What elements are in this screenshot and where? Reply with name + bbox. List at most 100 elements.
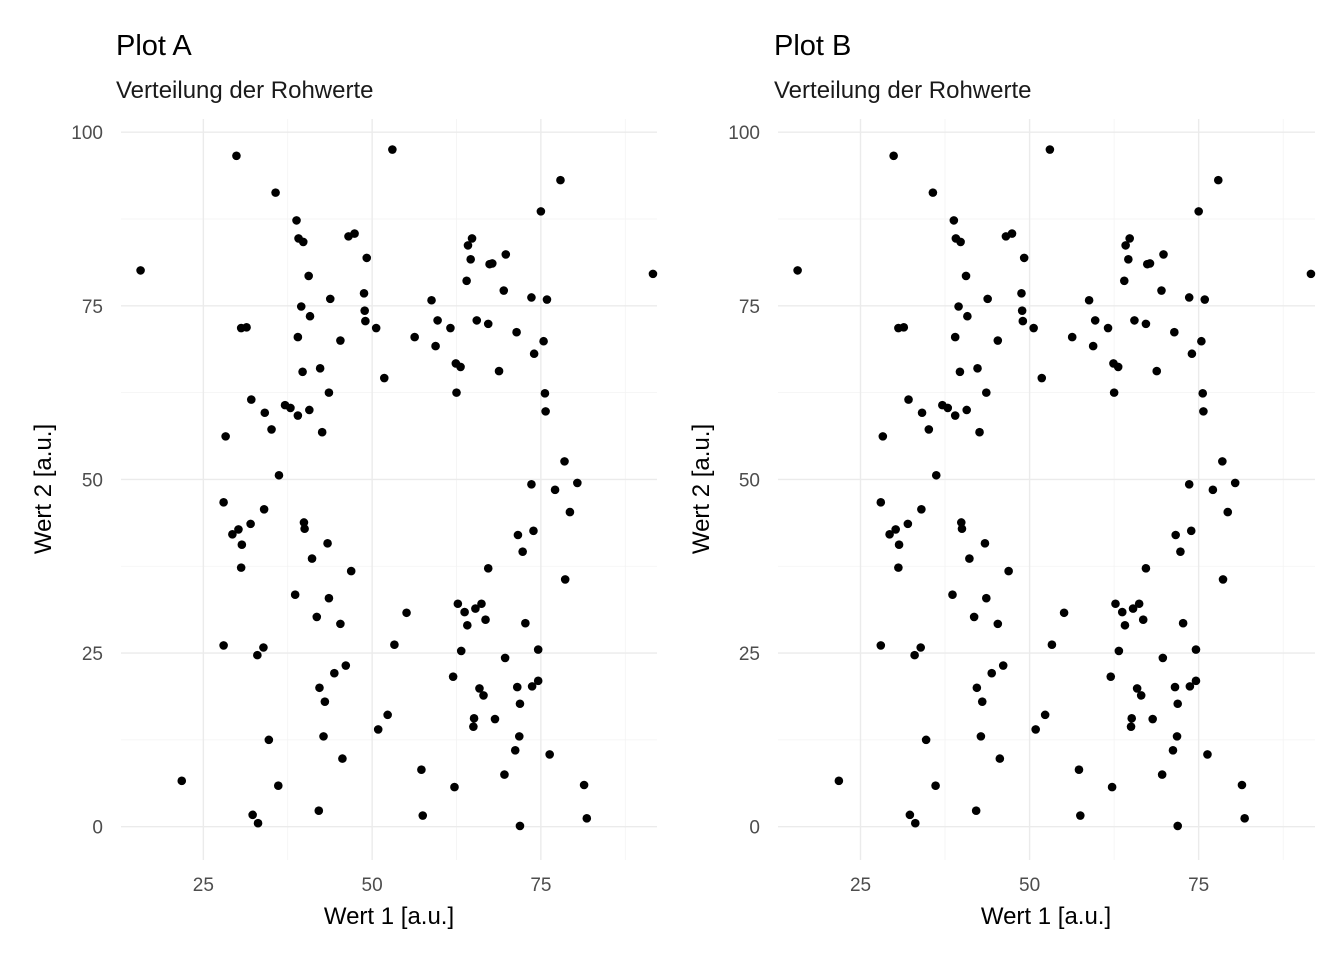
data-point <box>324 388 334 397</box>
data-point <box>410 332 419 342</box>
data-point <box>1019 253 1029 263</box>
data-point <box>490 714 500 724</box>
data-point <box>957 524 967 534</box>
data-point <box>341 661 351 670</box>
data-point <box>1184 293 1194 302</box>
plot-area: 25 50 75 0 25 50 75 100 <box>71 119 658 896</box>
data-point <box>487 259 497 268</box>
data-point <box>298 367 307 377</box>
x-tick-label: 50 <box>1019 875 1040 896</box>
data-point <box>336 336 345 345</box>
data-point <box>550 485 560 495</box>
data-point <box>338 754 347 763</box>
data-point <box>305 405 314 415</box>
data-point <box>1076 811 1085 820</box>
y-axis-title: Wert 2 [a.u.] <box>688 424 715 554</box>
data-point <box>1017 289 1026 298</box>
data-point <box>910 650 919 660</box>
data-point <box>1125 234 1134 243</box>
data-point <box>1109 388 1119 397</box>
data-point <box>983 294 992 304</box>
data-point <box>928 188 938 197</box>
data-point <box>253 818 263 828</box>
data-point <box>359 289 369 298</box>
data-point <box>463 241 473 250</box>
data-point <box>1159 250 1168 259</box>
data-point <box>1208 485 1218 495</box>
data-point <box>467 234 477 243</box>
data-point <box>1107 782 1117 792</box>
data-point <box>963 311 972 321</box>
data-point <box>878 432 888 441</box>
data-point <box>1172 732 1182 741</box>
data-point <box>1168 745 1178 755</box>
data-point <box>319 732 328 741</box>
data-point <box>1121 241 1130 250</box>
data-point <box>1203 750 1212 759</box>
data-point <box>450 782 459 792</box>
data-point <box>793 266 802 275</box>
data-point <box>417 765 426 775</box>
data-point <box>466 254 475 264</box>
data-point <box>1074 765 1084 775</box>
data-point <box>1067 332 1077 342</box>
data-point <box>921 735 931 745</box>
data-point <box>510 745 520 755</box>
data-point <box>1158 653 1168 663</box>
data-point <box>982 593 991 603</box>
chart-title: Plot B <box>774 30 851 62</box>
data-point <box>993 619 1003 629</box>
data-point <box>1187 349 1197 359</box>
data-point <box>472 316 482 325</box>
data-point <box>556 175 565 185</box>
data-point <box>1218 575 1228 584</box>
data-point <box>1152 366 1162 376</box>
data-point <box>1141 319 1151 329</box>
data-point <box>948 590 957 600</box>
data-point <box>1047 640 1057 650</box>
data-point <box>512 682 522 692</box>
data-point <box>253 650 262 660</box>
x-axis-title: Wert 1 [a.u.] <box>324 903 454 930</box>
data-point <box>1103 323 1113 333</box>
data-point <box>456 362 465 372</box>
data-point <box>961 271 971 281</box>
data-point <box>1173 821 1183 831</box>
data-point <box>1223 507 1233 517</box>
y-tick-label: 25 <box>739 644 760 665</box>
data-point <box>889 151 898 161</box>
data-point <box>1184 479 1194 489</box>
data-point <box>540 389 550 398</box>
data-point <box>973 364 982 373</box>
data-point <box>259 504 269 514</box>
data-point <box>463 620 472 630</box>
data-point <box>582 814 592 823</box>
data-point <box>475 684 484 693</box>
data-point <box>1306 269 1316 279</box>
data-point <box>1120 620 1130 630</box>
data-point <box>346 566 356 576</box>
chart-subtitle: Verteilung der Rohwerte <box>116 77 373 104</box>
x-tick-label: 25 <box>850 875 871 896</box>
data-point <box>1128 604 1138 613</box>
data-point <box>950 411 960 420</box>
data-point <box>1186 526 1196 536</box>
chart-panel-a: Plot A Verteilung der Rohwerte 25 50 75025… <box>30 30 658 930</box>
data-point <box>515 699 525 709</box>
data-point <box>876 641 886 650</box>
data-point <box>539 336 548 346</box>
data-point <box>360 306 369 315</box>
data-point <box>1197 336 1206 346</box>
data-point <box>1045 145 1055 154</box>
data-point <box>560 457 569 466</box>
data-point <box>500 770 509 779</box>
data-point <box>452 388 461 397</box>
data-point <box>336 619 345 629</box>
data-point <box>483 564 493 573</box>
data-point <box>361 316 370 326</box>
data-point <box>1132 684 1142 693</box>
data-point <box>993 336 1003 345</box>
data-point <box>573 478 582 488</box>
data-point <box>1141 564 1151 573</box>
